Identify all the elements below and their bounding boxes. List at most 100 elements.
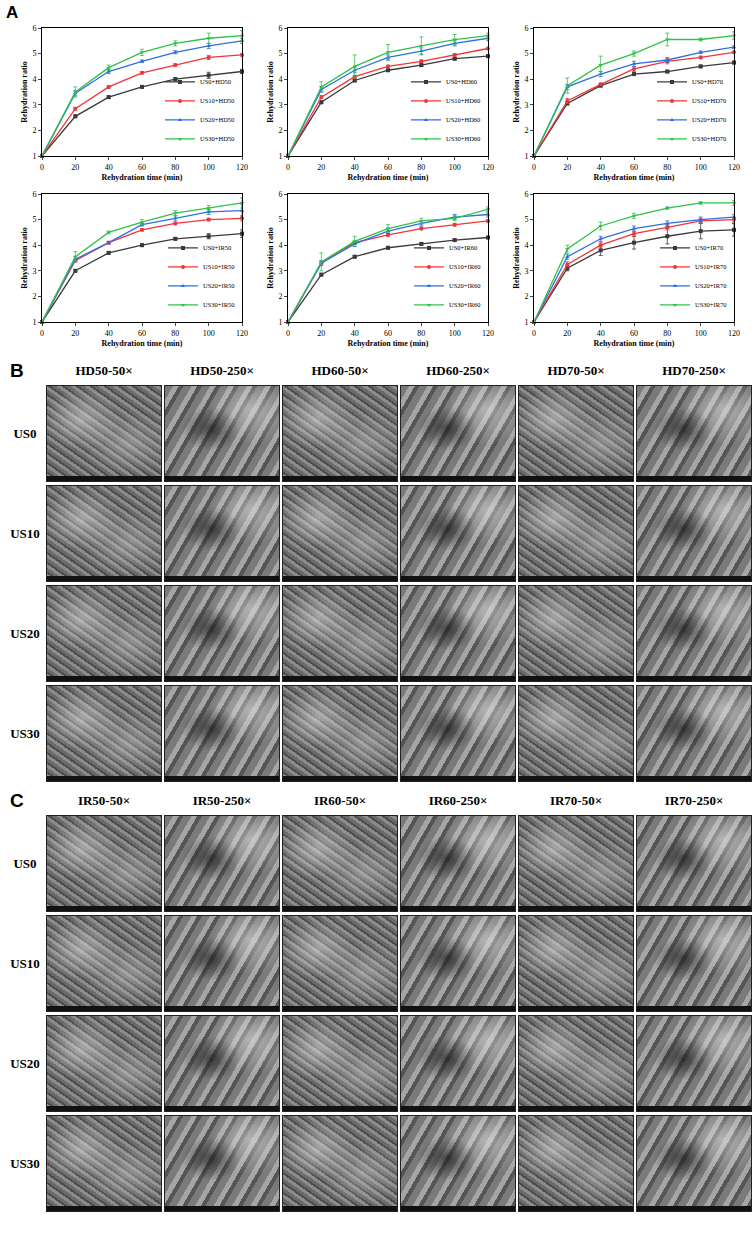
svg-text:80: 80	[417, 163, 425, 172]
svg-text:80: 80	[171, 329, 179, 338]
svg-text:120: 120	[482, 163, 494, 172]
svg-text:80: 80	[663, 329, 671, 338]
svg-text:US20+IR50: US20+IR50	[203, 282, 234, 289]
svg-text:Rehydration ratio: Rehydration ratio	[512, 227, 521, 289]
svg-text:6: 6	[32, 24, 36, 33]
svg-text:US20+HD70: US20+HD70	[692, 116, 726, 123]
svg-text:1: 1	[278, 318, 282, 327]
svg-text:6: 6	[524, 24, 528, 33]
svg-text:100: 100	[449, 329, 461, 338]
svg-text:US0+HD70: US0+HD70	[692, 78, 723, 85]
svg-text:US0+HD50: US0+HD50	[200, 78, 231, 85]
svg-text:US10+IR50: US10+IR50	[203, 263, 234, 270]
svg-text:Rehydration time (min): Rehydration time (min)	[348, 339, 429, 348]
svg-text:Rehydration time (min): Rehydration time (min)	[594, 339, 675, 348]
svg-text:6: 6	[524, 190, 528, 199]
svg-text:40: 40	[597, 163, 605, 172]
svg-text:0: 0	[532, 329, 536, 338]
svg-text:US30+IR70: US30+IR70	[695, 301, 726, 308]
svg-text:40: 40	[105, 329, 113, 338]
svg-text:100: 100	[695, 329, 707, 338]
svg-text:0: 0	[532, 163, 536, 172]
svg-text:US30+IR60: US30+IR60	[449, 301, 480, 308]
svg-text:5: 5	[278, 215, 282, 224]
svg-text:4: 4	[32, 241, 36, 250]
svg-text:20: 20	[563, 329, 571, 338]
svg-text:Rehydration time (min): Rehydration time (min)	[348, 173, 429, 182]
svg-text:US0+IR50: US0+IR50	[203, 244, 231, 251]
svg-text:20: 20	[317, 163, 325, 172]
svg-text:60: 60	[138, 163, 146, 172]
svg-text:60: 60	[630, 329, 638, 338]
svg-text:1: 1	[524, 318, 528, 327]
svg-text:US20+HD50: US20+HD50	[200, 116, 234, 123]
svg-text:20: 20	[71, 329, 79, 338]
svg-text:40: 40	[597, 329, 605, 338]
svg-text:120: 120	[728, 329, 740, 338]
svg-text:4: 4	[524, 241, 528, 250]
svg-text:2: 2	[32, 292, 36, 301]
svg-text:5: 5	[524, 49, 528, 58]
svg-text:2: 2	[524, 126, 528, 135]
svg-text:40: 40	[351, 163, 359, 172]
svg-text:US10+IR60: US10+IR60	[449, 263, 480, 270]
svg-text:Rehydration ratio: Rehydration ratio	[20, 61, 29, 123]
svg-text:1: 1	[524, 152, 528, 161]
svg-text:100: 100	[695, 163, 707, 172]
svg-text:4: 4	[524, 75, 528, 84]
svg-text:US30+HD60: US30+HD60	[446, 135, 480, 142]
svg-text:40: 40	[105, 163, 113, 172]
svg-text:2: 2	[278, 292, 282, 301]
svg-text:80: 80	[663, 163, 671, 172]
svg-text:US10+HD50: US10+HD50	[200, 97, 234, 104]
svg-text:2: 2	[32, 126, 36, 135]
svg-text:120: 120	[236, 329, 248, 338]
svg-text:20: 20	[71, 163, 79, 172]
svg-text:US10+HD60: US10+HD60	[446, 97, 480, 104]
svg-text:4: 4	[32, 75, 36, 84]
svg-text:Rehydration time (min): Rehydration time (min)	[102, 339, 183, 348]
svg-text:5: 5	[32, 215, 36, 224]
svg-text:Rehydration ratio: Rehydration ratio	[266, 61, 275, 123]
svg-text:US20+IR60: US20+IR60	[449, 282, 480, 289]
svg-text:80: 80	[171, 163, 179, 172]
svg-text:Rehydration time (min): Rehydration time (min)	[594, 173, 675, 182]
svg-text:2: 2	[524, 292, 528, 301]
svg-text:Rehydration ratio: Rehydration ratio	[512, 61, 521, 123]
svg-text:US30+HD70: US30+HD70	[692, 135, 726, 142]
svg-text:120: 120	[728, 163, 740, 172]
svg-text:6: 6	[32, 190, 36, 199]
svg-text:20: 20	[317, 329, 325, 338]
svg-text:100: 100	[203, 163, 215, 172]
svg-text:120: 120	[236, 163, 248, 172]
svg-text:5: 5	[278, 49, 282, 58]
svg-text:3: 3	[524, 267, 528, 276]
svg-text:60: 60	[630, 163, 638, 172]
svg-text:120: 120	[482, 329, 494, 338]
svg-text:6: 6	[278, 190, 282, 199]
svg-text:US0+IR70: US0+IR70	[695, 244, 723, 251]
svg-text:US0+HD60: US0+HD60	[446, 78, 477, 85]
svg-text:0: 0	[286, 329, 290, 338]
svg-text:3: 3	[524, 101, 528, 110]
svg-text:6: 6	[278, 24, 282, 33]
svg-text:Rehydration ratio: Rehydration ratio	[20, 227, 29, 289]
svg-text:60: 60	[138, 329, 146, 338]
svg-text:60: 60	[384, 329, 392, 338]
svg-text:US20+HD60: US20+HD60	[446, 116, 480, 123]
svg-text:0: 0	[40, 329, 44, 338]
svg-text:1: 1	[278, 152, 282, 161]
svg-text:US30+HD50: US30+HD50	[200, 135, 234, 142]
svg-text:0: 0	[286, 163, 290, 172]
svg-text:4: 4	[278, 241, 282, 250]
svg-text:Rehydration time (min): Rehydration time (min)	[102, 173, 183, 182]
svg-text:1: 1	[32, 152, 36, 161]
svg-text:US10+IR70: US10+IR70	[695, 263, 726, 270]
svg-text:Rehydration ratio: Rehydration ratio	[266, 227, 275, 289]
svg-text:US20+IR70: US20+IR70	[695, 282, 726, 289]
svg-text:60: 60	[384, 163, 392, 172]
svg-text:100: 100	[203, 329, 215, 338]
svg-text:20: 20	[563, 163, 571, 172]
svg-text:5: 5	[524, 215, 528, 224]
svg-text:3: 3	[278, 101, 282, 110]
